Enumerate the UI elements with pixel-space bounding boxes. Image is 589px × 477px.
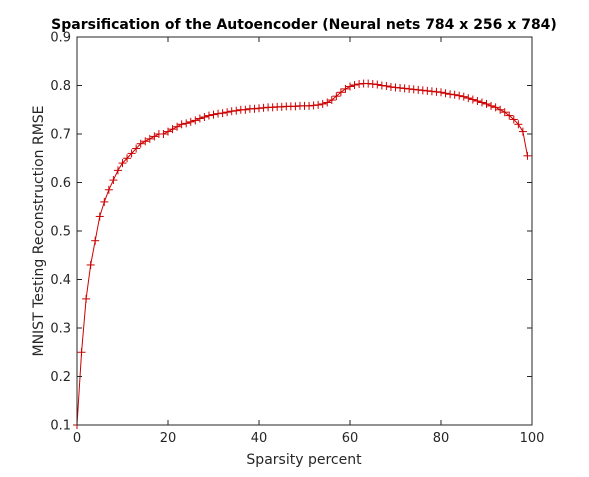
data-point <box>487 101 496 110</box>
data-point <box>323 98 332 107</box>
data-point <box>82 294 91 303</box>
data-point <box>523 151 532 160</box>
data-point <box>350 81 359 90</box>
data-point <box>468 95 477 104</box>
x-tick-label: 20 <box>160 431 177 446</box>
y-tick-label: 0.2 <box>50 370 71 385</box>
y-tick-label: 0.5 <box>50 225 71 240</box>
axes-layer: 0 20 40 60 80 100 0.1 0.2 0.3 0.4 0.5 0.6 0.7 0.8 0.9 <box>50 31 544 447</box>
data-point <box>195 114 204 123</box>
data-point <box>127 149 136 158</box>
data-point <box>500 108 509 117</box>
data-point <box>109 176 118 185</box>
data-point <box>150 132 159 141</box>
data-point <box>441 89 450 98</box>
data-point <box>164 127 172 136</box>
plot-area <box>77 37 532 425</box>
data-point <box>459 92 468 101</box>
y-tick-label: 0.4 <box>50 273 71 288</box>
data-point <box>518 127 527 136</box>
x-tick-label: 100 <box>520 431 545 446</box>
y-tick-label: 0.6 <box>50 176 71 191</box>
data-point <box>464 94 473 103</box>
data-point <box>346 82 354 91</box>
x-tick-label: 60 <box>342 431 359 446</box>
data-point <box>200 113 209 122</box>
data-point <box>327 96 336 105</box>
y-tick-label: 0.1 <box>50 419 71 434</box>
data-point <box>159 130 168 138</box>
data-point <box>86 260 95 269</box>
y-axis-label: MNIST Testing Reconstruction RMSE <box>31 105 47 356</box>
data-point <box>123 154 132 163</box>
data-point <box>132 144 141 153</box>
data-point <box>91 236 100 245</box>
data-point <box>209 110 218 119</box>
data-point <box>204 111 213 120</box>
data-point <box>341 84 350 93</box>
data-point <box>332 92 341 101</box>
data-point <box>223 108 232 117</box>
data-point <box>373 80 382 89</box>
data-point <box>473 97 482 106</box>
data-point <box>177 120 186 129</box>
data-point <box>241 105 250 114</box>
data-point <box>145 134 154 143</box>
data-point <box>168 125 177 134</box>
data-point <box>477 98 486 107</box>
x-axis-label: Sparsity percent <box>246 452 362 468</box>
plot-background <box>77 37 532 425</box>
chart-title: Sparsification of the Autoencoder (Neura… <box>51 17 557 33</box>
data-point <box>450 90 459 99</box>
series-layer <box>73 79 532 429</box>
x-tick-label: 40 <box>251 431 268 446</box>
data-point <box>136 139 145 148</box>
data-point <box>173 122 182 131</box>
data-point <box>491 103 500 112</box>
data-point <box>77 348 86 357</box>
y-tick-label: 0.3 <box>50 322 71 337</box>
y-tick-label: 0.9 <box>50 31 71 46</box>
data-point <box>218 109 227 118</box>
data-point <box>118 159 127 168</box>
data-point <box>182 119 191 128</box>
data-point <box>113 166 122 175</box>
data-point <box>100 197 109 206</box>
data-point <box>455 91 464 100</box>
x-tick-label: 80 <box>433 431 450 446</box>
data-point <box>382 81 391 90</box>
data-point <box>141 137 150 146</box>
data-point <box>505 111 514 120</box>
y-tick-label: 0.7 <box>50 128 71 143</box>
data-point <box>95 212 104 221</box>
data-point <box>104 185 113 194</box>
data-point <box>186 117 195 126</box>
data-point <box>232 106 241 115</box>
data-point <box>437 88 445 97</box>
data-point <box>314 100 323 109</box>
data-point <box>496 105 505 114</box>
data-point <box>318 99 327 108</box>
data-point <box>336 88 345 97</box>
y-tick-label: 0.8 <box>50 79 71 94</box>
data-point <box>482 99 491 108</box>
data-point <box>509 115 518 124</box>
data-point <box>191 116 200 125</box>
x-tick-label: 0 <box>73 431 81 446</box>
data-point <box>514 120 523 129</box>
